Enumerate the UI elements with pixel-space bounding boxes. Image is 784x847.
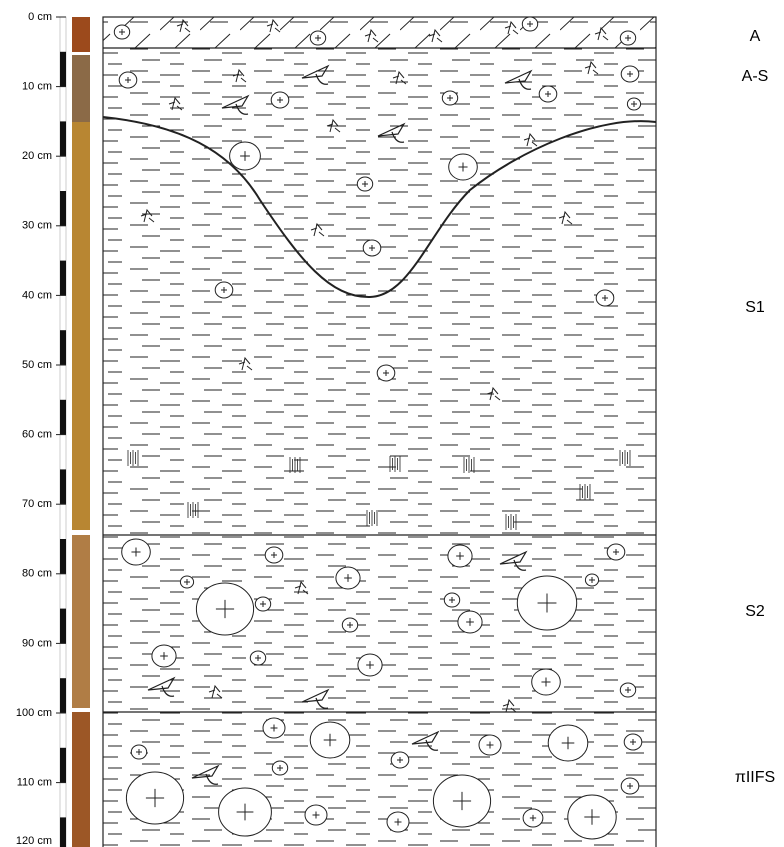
ruler-segment bbox=[60, 748, 66, 783]
ruler-segment bbox=[60, 261, 66, 296]
ruler-segment bbox=[60, 609, 66, 644]
profile-box bbox=[103, 17, 656, 847]
depth-label: 90 cm bbox=[22, 637, 52, 649]
horizon-label: A bbox=[750, 28, 761, 45]
ruler-segment bbox=[60, 121, 66, 156]
ruler-segment bbox=[60, 52, 66, 87]
soil-profile: 0 cm 10 cm 20 cm 30 cm 40 cm 50 cm 60 cm 70 cm 8… bbox=[0, 0, 784, 847]
depth-label: 10 cm bbox=[22, 81, 52, 93]
horizon-label: πIIFS bbox=[735, 769, 775, 786]
depth-label: 70 cm bbox=[22, 498, 52, 510]
depth-label: 60 cm bbox=[22, 429, 52, 441]
horizon-label: S2 bbox=[745, 603, 765, 620]
depth-label: 30 cm bbox=[22, 220, 52, 232]
depth-label: 110 cm bbox=[17, 777, 52, 789]
depth-label: 50 cm bbox=[22, 359, 52, 371]
ruler-segment bbox=[60, 678, 66, 713]
depth-label: 20 cm bbox=[22, 150, 52, 162]
ruler-segment bbox=[60, 817, 66, 847]
color-column bbox=[72, 17, 90, 847]
depth-label: 100 cm bbox=[16, 707, 52, 719]
horizon-label: S1 bbox=[745, 299, 765, 316]
depth-label: 120 cm bbox=[16, 835, 52, 847]
ruler-segment bbox=[60, 539, 66, 574]
page: 0 cm 10 cm 20 cm 30 cm 40 cm 50 cm 60 cm 70 cm 8… bbox=[0, 0, 784, 847]
ruler-segment bbox=[60, 191, 66, 226]
horizon-label: A-S bbox=[742, 68, 769, 85]
depth-label: 80 cm bbox=[22, 568, 52, 580]
depth-label: 0 cm bbox=[28, 11, 52, 23]
depth-label: 40 cm bbox=[22, 289, 52, 301]
ruler-segment bbox=[60, 469, 66, 504]
ruler-segment bbox=[60, 330, 66, 365]
depth-ruler: 0 cm 10 cm 20 cm 30 cm 40 cm 50 cm 60 cm 70 cm 8… bbox=[16, 11, 66, 847]
ruler-segment bbox=[60, 400, 66, 435]
